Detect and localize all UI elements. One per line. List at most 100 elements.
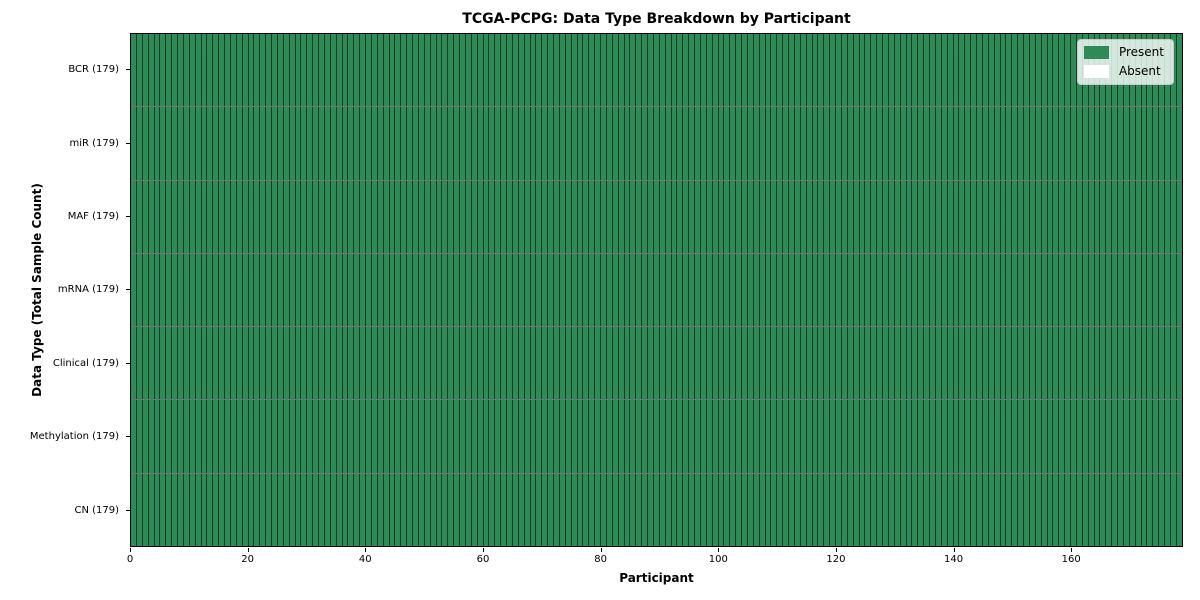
heatmap-cell	[189, 34, 196, 107]
heatmap-cell	[172, 253, 178, 327]
heatmap-cell	[495, 327, 502, 400]
heatmap-cell	[160, 180, 167, 253]
heatmap-cell	[1176, 327, 1182, 400]
heatmap-cell	[677, 34, 684, 107]
heatmap-cell	[812, 327, 819, 400]
heatmap-cell	[612, 180, 619, 253]
heatmap-cell	[1006, 473, 1013, 546]
heatmap-cell	[1129, 400, 1136, 473]
heatmap-cell	[871, 107, 878, 180]
heatmap-cell	[665, 327, 672, 400]
heatmap-cell	[413, 400, 419, 473]
heatmap-cell	[695, 107, 701, 180]
heatmap-cell	[324, 180, 331, 253]
heatmap-cell	[865, 473, 872, 546]
heatmap-cell	[183, 327, 190, 400]
heatmap-cell	[601, 473, 607, 546]
heatmap-cell	[413, 107, 419, 180]
heatmap-cell	[1047, 107, 1054, 180]
heatmap-cell	[283, 107, 290, 180]
heatmap-cell	[712, 34, 719, 107]
heatmap-cell	[1059, 253, 1066, 327]
heatmap-cell	[883, 107, 889, 180]
heatmap-cell	[272, 253, 278, 327]
heatmap-cell	[277, 400, 284, 473]
heatmap-cell	[771, 327, 778, 400]
heatmap-cell	[1147, 327, 1154, 400]
heatmap-cell	[1165, 400, 1171, 473]
heatmap-cell	[225, 180, 231, 253]
heatmap-cell	[977, 253, 983, 327]
heatmap-cell	[166, 107, 173, 180]
heatmap-cell	[583, 107, 590, 180]
heatmap-cell	[965, 34, 972, 107]
heatmap-cell	[195, 180, 202, 253]
heatmap-cell	[589, 473, 596, 546]
heatmap-cell	[971, 473, 977, 546]
heatmap-cell	[789, 473, 795, 546]
heatmap-cell	[800, 34, 807, 107]
heatmap-cell	[589, 107, 596, 180]
heatmap-cell	[518, 253, 525, 327]
heatmap-cell	[1153, 253, 1160, 327]
heatmap-cell	[330, 473, 337, 546]
heatmap-cell	[225, 473, 231, 546]
heatmap-cell	[712, 473, 719, 546]
heatmap-cell	[847, 473, 854, 546]
heatmap-cell	[548, 327, 554, 400]
heatmap-cell	[413, 327, 419, 400]
heatmap-cell	[377, 253, 384, 327]
heatmap-cell	[248, 34, 255, 107]
heatmap-cell	[495, 34, 502, 107]
heatmap-cell	[1147, 473, 1154, 546]
heatmap-cell	[941, 327, 948, 400]
heatmap-cell	[1018, 473, 1024, 546]
heatmap-cell	[266, 34, 272, 107]
x-tick-label: 100	[708, 554, 728, 565]
heatmap-cell	[407, 327, 413, 400]
heatmap-cell	[1071, 473, 1077, 546]
heatmap-cell	[853, 34, 860, 107]
heatmap-cell	[1012, 34, 1019, 107]
heatmap-cell	[383, 327, 390, 400]
heatmap-cell	[407, 107, 413, 180]
heatmap-cell	[512, 253, 519, 327]
heatmap-cell	[366, 253, 372, 327]
heatmap-cell	[941, 400, 948, 473]
heatmap-cell	[935, 180, 942, 253]
heatmap-cell	[783, 180, 789, 253]
heatmap-cell	[254, 180, 261, 253]
heatmap-cell	[977, 107, 983, 180]
heatmap-cell	[454, 34, 460, 107]
x-tick-mark	[365, 548, 367, 552]
x-tick-label: 60	[476, 554, 490, 565]
heatmap-cell	[277, 180, 284, 253]
heatmap-cell	[982, 180, 989, 253]
heatmap-cell	[971, 253, 977, 327]
heatmap-cell	[1112, 253, 1118, 327]
heatmap-cell	[1059, 327, 1066, 400]
heatmap-cell	[1082, 473, 1089, 546]
heatmap-cell	[424, 107, 431, 180]
heatmap-cell	[871, 327, 878, 400]
heatmap-cell	[695, 180, 701, 253]
heatmap-cell	[530, 253, 537, 327]
heatmap-cell	[1159, 107, 1165, 180]
heatmap-cell	[136, 34, 143, 107]
heatmap-cell	[512, 473, 519, 546]
heatmap-cell	[1000, 473, 1007, 546]
heatmap-cell	[618, 400, 625, 473]
heatmap-cell	[289, 34, 296, 107]
heatmap-cell	[1135, 253, 1142, 327]
heatmap-cell	[947, 34, 954, 107]
heatmap-cell	[471, 107, 478, 180]
heatmap-cell	[1018, 400, 1024, 473]
heatmap-cell	[724, 253, 731, 327]
heatmap-cell	[888, 34, 895, 107]
y-tick-label: miR (179)	[69, 137, 119, 149]
heatmap-cell	[383, 107, 390, 180]
heatmap-cell	[571, 34, 578, 107]
heatmap-cell	[242, 34, 249, 107]
heatmap-cell	[706, 180, 713, 253]
heatmap-cell	[747, 180, 754, 253]
